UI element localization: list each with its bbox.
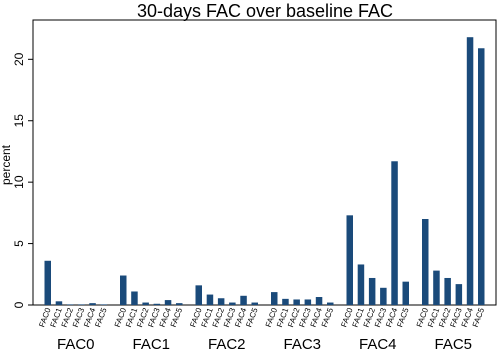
- bar: [176, 303, 183, 305]
- plot-frame: [32, 19, 497, 306]
- x-tick-label: FAC5: [434, 336, 472, 353]
- bar: [217, 298, 225, 305]
- y-tick-label: 5: [12, 240, 26, 247]
- bar: [346, 215, 353, 305]
- y-axis-label: percent: [0, 144, 13, 185]
- bar: [120, 275, 127, 305]
- x-tick-label: FAC4: [359, 336, 397, 353]
- bar: [240, 295, 247, 305]
- bar: [455, 284, 463, 305]
- bar: [282, 298, 289, 305]
- bar: [380, 287, 387, 305]
- bar: [142, 302, 149, 305]
- bar: [466, 37, 474, 306]
- x-tick-label: FAC3: [283, 336, 321, 353]
- x-tick-label: FAC0: [57, 336, 95, 353]
- x-tick-label: FAC1: [132, 336, 170, 353]
- bar: [271, 292, 278, 305]
- bar: [315, 297, 323, 305]
- bar: [229, 302, 236, 305]
- bar: [100, 304, 107, 305]
- bar: [195, 285, 202, 305]
- bar: [422, 219, 429, 305]
- y-tick-label: 20: [12, 52, 26, 66]
- bar: [206, 294, 214, 305]
- bar: [402, 281, 409, 305]
- bar: [368, 277, 376, 305]
- bar: [293, 299, 300, 305]
- bar: [78, 304, 85, 305]
- bar: [55, 301, 63, 305]
- bar: [327, 302, 334, 305]
- bar: [357, 264, 365, 305]
- bar: [131, 291, 138, 305]
- bar: [391, 161, 398, 305]
- y-tick-label: 15: [12, 114, 26, 128]
- bar: [89, 303, 96, 305]
- y-tick-label: 0: [12, 301, 26, 308]
- bar: [66, 304, 74, 305]
- bar: [251, 302, 258, 305]
- chart-title: 30-days FAC over baseline FAC: [137, 1, 393, 21]
- bar: [444, 277, 451, 305]
- bar: [44, 260, 51, 305]
- bar: [153, 303, 161, 305]
- y-tick-label: 10: [12, 175, 26, 189]
- bar: [478, 48, 485, 306]
- bar: [164, 300, 172, 305]
- x-tick-label: FAC2: [208, 336, 246, 353]
- bar: [304, 299, 312, 305]
- bar: [433, 270, 440, 305]
